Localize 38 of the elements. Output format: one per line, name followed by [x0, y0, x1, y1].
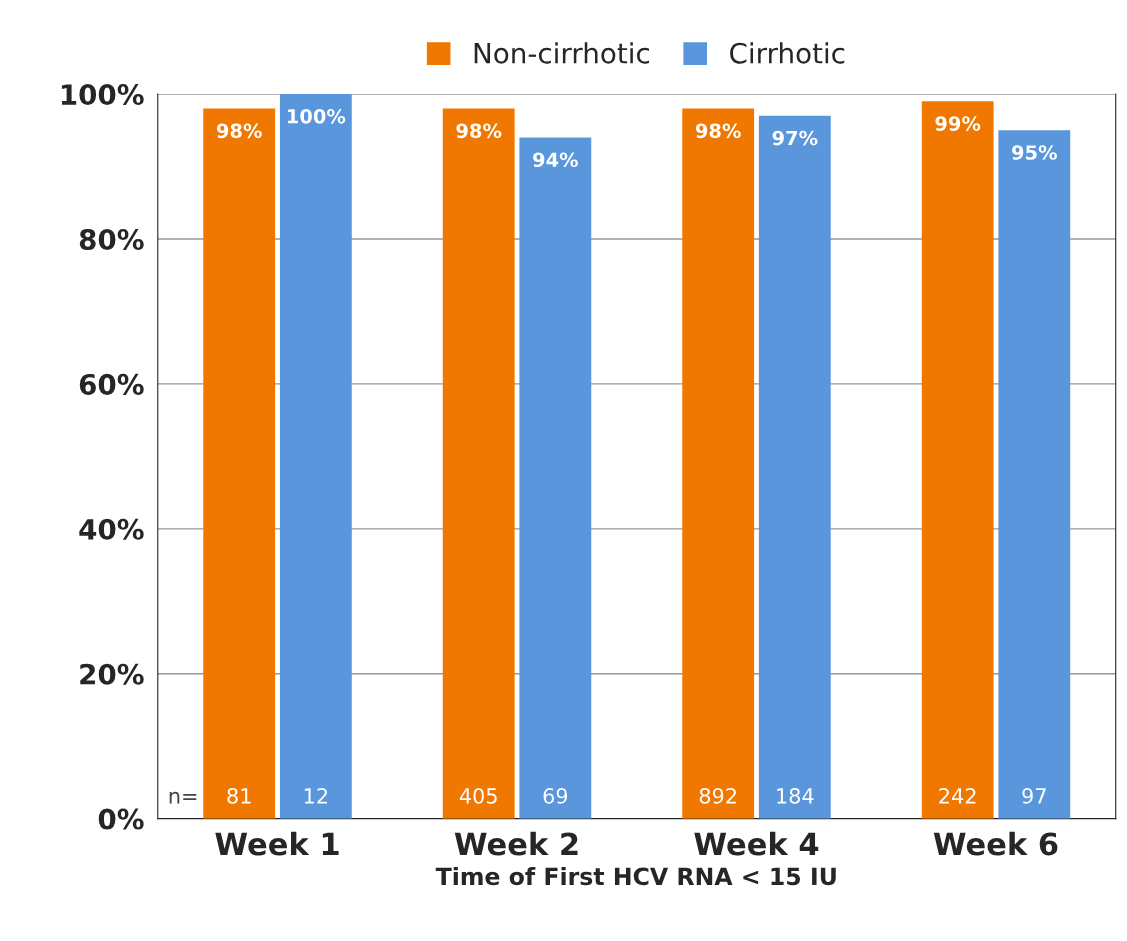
data-label: 98%: [456, 123, 502, 139]
annotation: 97: [1022, 788, 1046, 804]
annotation: n=: [169, 791, 197, 804]
bar: [279, 94, 352, 819]
data-label: 99%: [935, 116, 981, 131]
y-tick-label: 0%: [98, 808, 144, 830]
bar: [998, 130, 1071, 819]
x-tick-label: Week 6: [933, 831, 1058, 856]
x-axis-title: Time of First HCV RNA < 15 IU: [435, 866, 836, 886]
legend-label: Cirrhotic: [730, 42, 845, 64]
annotation: 892: [699, 788, 736, 804]
y-tick-label: 60%: [79, 373, 144, 395]
annotation: 81: [227, 788, 251, 804]
bar: [921, 101, 994, 819]
annotation: 184: [777, 788, 814, 804]
data-label: 98%: [216, 123, 262, 139]
annotation: 242: [939, 788, 976, 804]
bar: [442, 108, 515, 819]
annotation: 12: [304, 788, 328, 804]
y-tick-label: 20%: [80, 663, 144, 685]
x-tick-label: Week 2: [454, 831, 578, 856]
annotation: 405: [459, 788, 497, 804]
bar: [203, 108, 276, 819]
data-label: 100%: [288, 108, 346, 124]
legend-label: Non-cirrhotic: [474, 42, 650, 64]
data-label: 94%: [533, 152, 578, 168]
y-tick-label: 80%: [79, 228, 144, 250]
y-tick-label: 100%: [61, 84, 144, 106]
annotation: 69: [543, 788, 568, 804]
x-tick-label: Week 1: [215, 831, 339, 856]
data-label: 98%: [695, 123, 741, 139]
data-label: 95%: [1012, 145, 1057, 160]
bar: [758, 115, 831, 819]
y-tick-label: 40%: [79, 518, 144, 540]
bar: [682, 108, 755, 819]
bar: [519, 137, 592, 819]
data-label: 97%: [772, 130, 818, 146]
x-tick-label: Week 4: [694, 831, 819, 856]
